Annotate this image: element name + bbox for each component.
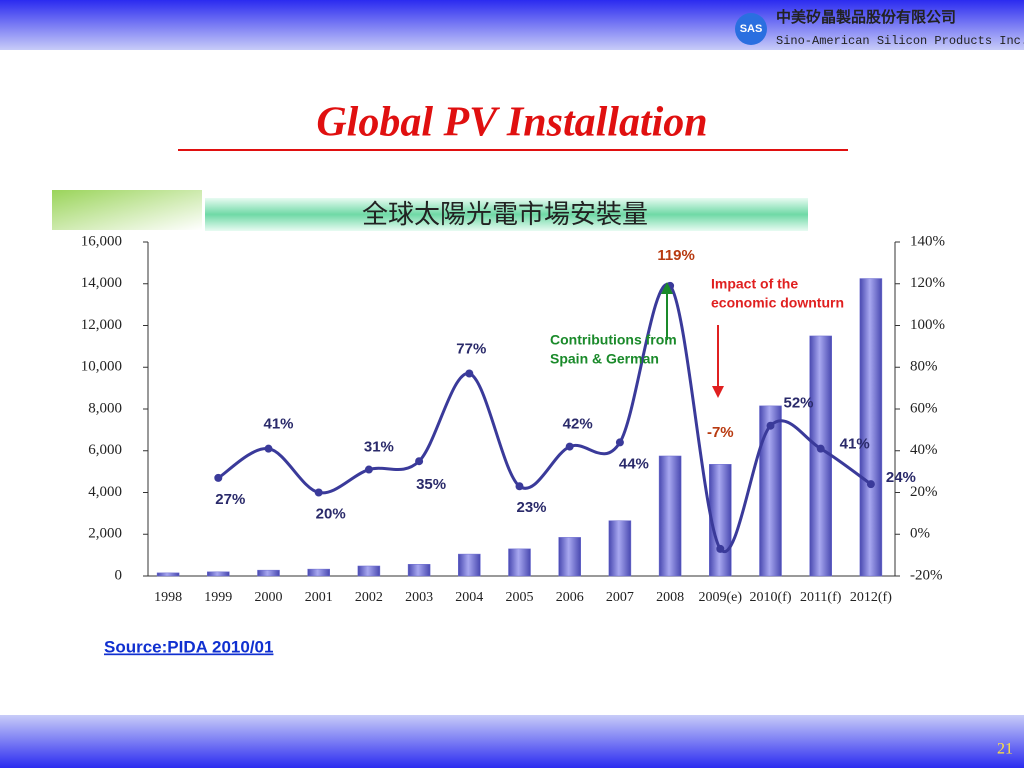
- x-tick-label: 1999: [204, 590, 232, 605]
- growth-point: [615, 438, 624, 447]
- y-tick-label: 12,000: [81, 317, 122, 333]
- y2-tick-label: 20%: [910, 484, 938, 500]
- x-tick-label: 2000: [255, 590, 283, 605]
- y-tick-label: 0: [115, 567, 123, 583]
- data-label: 31%: [364, 439, 394, 456]
- y-tick-label: 8,000: [88, 400, 122, 416]
- x-tick-label: 2011(f): [800, 590, 842, 605]
- arrow-head: [712, 386, 724, 398]
- chart-title: 全球太陽光電市場安裝量: [362, 199, 648, 229]
- chart-banner: [205, 198, 808, 231]
- page-number: 21: [997, 741, 1013, 758]
- growth-point: [214, 473, 223, 482]
- bar: [709, 464, 732, 577]
- company-cn: 中美矽晶製品股份有限公司: [776, 8, 956, 26]
- data-label: 52%: [783, 395, 813, 412]
- header-band: [0, 0, 1024, 50]
- data-label: 35%: [416, 476, 446, 493]
- y-tick-label: 10,000: [81, 359, 122, 375]
- x-tick-label: 2002: [355, 590, 383, 605]
- annotation: economic downturn: [711, 295, 844, 311]
- logo: [735, 13, 767, 45]
- annotation: Impact of the: [711, 276, 798, 292]
- x-tick-label: 2008: [656, 590, 684, 605]
- y-tick-label: 14,000: [81, 275, 122, 291]
- growth-point: [766, 421, 775, 430]
- growth-point: [264, 444, 273, 453]
- bar: [458, 553, 481, 577]
- growth-point: [465, 369, 474, 378]
- y2-tick-label: 100%: [910, 317, 945, 333]
- data-label: 24%: [886, 469, 916, 486]
- company-en: Sino-American Silicon Products Inc.: [776, 34, 1024, 48]
- annotation: Contributions from: [550, 332, 677, 348]
- data-label: 23%: [516, 499, 546, 516]
- y2-tick-label: 60%: [910, 400, 938, 416]
- y2-tick-label: 0%: [910, 526, 930, 542]
- bar: [207, 571, 230, 577]
- data-label: 27%: [215, 491, 245, 508]
- source: Source:PIDA 2010/01: [104, 637, 273, 656]
- bar: [407, 564, 431, 577]
- x-tick-label: 2009(e): [699, 590, 743, 605]
- data-label: 42%: [563, 416, 593, 433]
- data-label: 41%: [263, 416, 293, 433]
- growth-line: [217, 282, 872, 554]
- growth-point: [716, 544, 725, 553]
- x-tick-label: 2007: [606, 590, 634, 605]
- y2-tick-label: 80%: [910, 359, 938, 375]
- arrow-head: [661, 282, 673, 294]
- logo-text: SAS: [740, 23, 763, 35]
- data-label: -7%: [707, 424, 734, 441]
- bar: [859, 278, 883, 577]
- growth-point: [565, 442, 574, 451]
- x-tick-label: 2004: [455, 590, 483, 605]
- bar: [809, 335, 832, 577]
- data-label: 44%: [619, 455, 649, 472]
- x-tick-label: 2010(f): [750, 590, 792, 605]
- bar: [307, 568, 330, 577]
- growth-point: [515, 482, 524, 491]
- decoration: [52, 190, 202, 230]
- annotation: Spain & German: [550, 351, 659, 367]
- y-tick-label: 4,000: [88, 484, 122, 500]
- y-tick-label: 16,000: [81, 233, 122, 249]
- growth-point: [415, 457, 424, 466]
- bar: [658, 455, 682, 577]
- bar: [558, 537, 581, 577]
- growth-point: [314, 488, 323, 497]
- x-tick-label: 2003: [405, 590, 433, 605]
- x-tick-label: 2001: [305, 590, 333, 605]
- bar: [508, 548, 531, 577]
- y-tick-label: 6,000: [88, 442, 122, 458]
- y2-tick-label: 120%: [910, 275, 945, 291]
- bar: [608, 520, 632, 577]
- data-label: 119%: [657, 247, 695, 264]
- bar: [357, 565, 381, 577]
- bar: [759, 405, 782, 577]
- bar: [257, 569, 280, 577]
- x-tick-label: 2006: [556, 590, 584, 605]
- x-tick-label: 2012(f): [850, 590, 892, 605]
- data-label: 20%: [316, 505, 346, 522]
- y2-tick-label: 40%: [910, 442, 938, 458]
- bar: [156, 572, 180, 577]
- x-tick-label: 1998: [154, 590, 182, 605]
- slide-title: Global PV Installation: [316, 100, 707, 146]
- x-tick-label: 2005: [506, 590, 534, 605]
- data-label: 41%: [840, 436, 870, 453]
- growth-point: [866, 480, 875, 489]
- y2-tick-label: -20%: [910, 567, 943, 583]
- growth-point: [364, 465, 373, 474]
- data-label: 77%: [456, 340, 486, 357]
- y2-tick-label: 140%: [910, 233, 945, 249]
- footer-band: [0, 715, 1024, 768]
- y-tick-label: 2,000: [88, 526, 122, 542]
- growth-point: [816, 444, 825, 453]
